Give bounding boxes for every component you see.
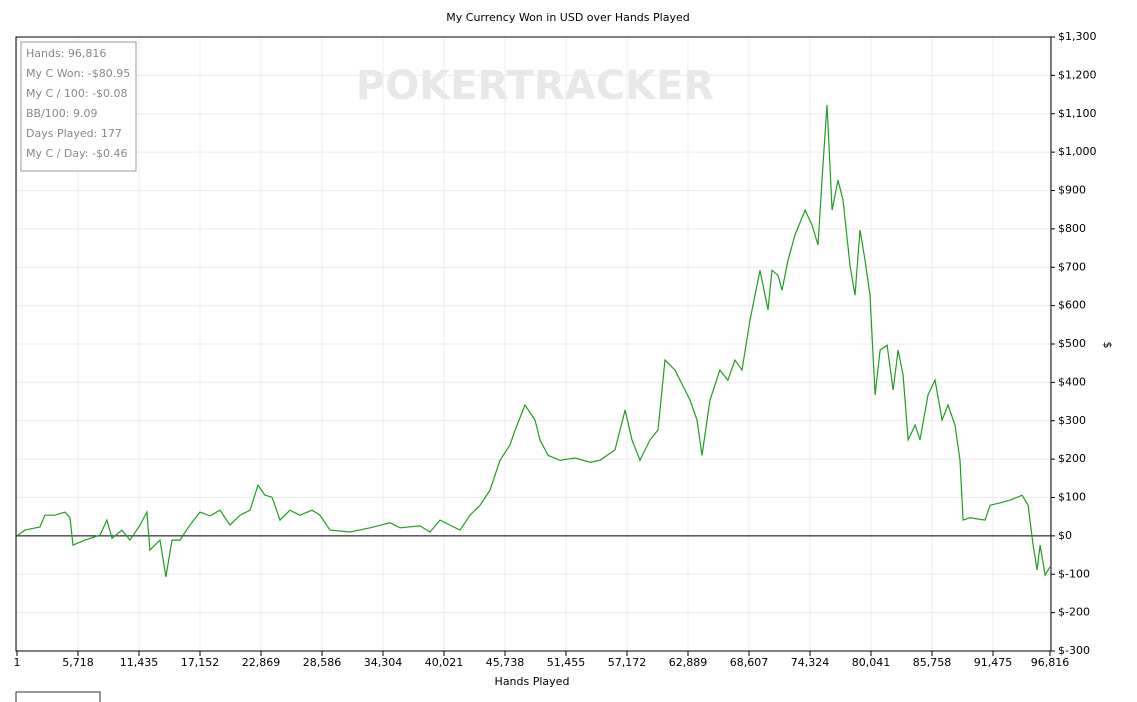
y-tick-label: $900 [1058,184,1086,197]
x-axis-title: Hands Played [495,675,570,688]
x-tick-label: 51,455 [547,656,586,669]
watermark: POKERTRACKER [356,63,714,109]
x-tick-label: 1 [14,656,21,669]
y-tick-label: $-200 [1058,606,1090,619]
stats-box [20,41,137,172]
data-line [16,104,1051,577]
x-tick-label: 17,152 [181,656,220,669]
stat-line: My C / 100: -$0.08 [26,87,128,100]
y-tick-label: $1,200 [1058,68,1097,81]
y-axis-title: $ [1101,342,1114,349]
y-tick-label: $500 [1058,337,1086,350]
x-tick-label: 96,816 [1031,656,1070,669]
x-tick-label: 40,021 [425,656,464,669]
x-tick-label: 57,172 [608,656,647,669]
y-tick-label: $300 [1058,414,1086,427]
control-box [15,691,101,702]
stat-line: My C / Day: -$0.46 [26,147,127,160]
x-tick-label: 11,435 [120,656,159,669]
stat-line: Hands: 96,816 [26,47,106,60]
x-tick-label: 74,324 [791,656,830,669]
x-tick-label: 91,475 [974,656,1013,669]
x-tick-label: 68,607 [730,656,769,669]
x-tick-label: 62,889 [669,656,708,669]
y-tick-label: $400 [1058,375,1086,388]
y-tick-label: $-300 [1058,644,1090,657]
y-tick-label: $1,300 [1058,30,1097,43]
x-tick-label: 85,758 [913,656,952,669]
x-tick-label: 5,718 [62,656,94,669]
y-tick-label: $600 [1058,299,1086,312]
y-tick-label: $0 [1058,529,1072,542]
stat-line: BB/100: 9.09 [26,107,98,120]
x-tick-label: 28,586 [303,656,342,669]
plot-frame [15,36,1052,652]
y-tick-label: $100 [1058,491,1086,504]
x-tick-label: 80,041 [852,656,891,669]
y-tick-label: $700 [1058,260,1086,273]
stat-line: My C Won: -$80.95 [26,67,130,80]
x-tick-label: 34,304 [364,656,403,669]
y-tick-label: $1,000 [1058,145,1097,158]
y-tick-label: $-100 [1058,567,1090,580]
y-tick-label: $200 [1058,452,1086,465]
stat-line: Days Played: 177 [26,127,122,140]
chart-title: My Currency Won in USD over Hands Played [446,11,689,24]
x-tick-label: 45,738 [486,656,525,669]
x-tick-label: 22,869 [242,656,281,669]
y-tick-label: $1,100 [1058,107,1097,120]
y-tick-label: $800 [1058,222,1086,235]
